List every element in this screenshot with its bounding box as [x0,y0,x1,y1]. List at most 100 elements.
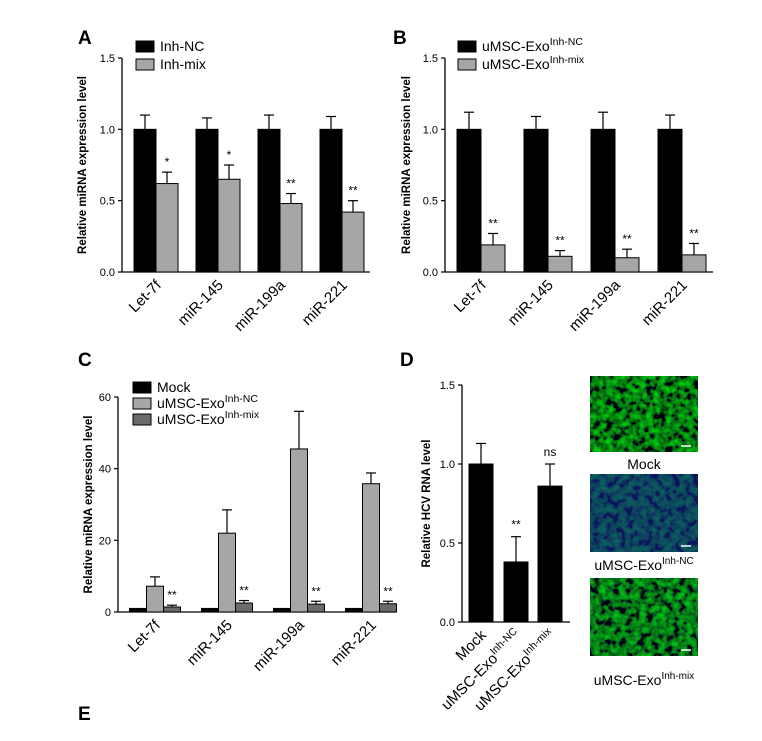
bar [614,257,640,273]
significance-label: ** [689,226,699,240]
significance-label: ** [622,232,632,246]
micrograph-mock-signal [590,376,698,452]
bar [523,128,549,273]
micrograph-mock [590,376,698,452]
category-label: miR-199a [231,276,289,334]
bar [279,203,303,273]
legend-label: Inh-NC [160,38,204,54]
bar [379,603,397,613]
y-tick-label: 1.5 [423,53,438,65]
significance-label: ** [383,584,393,598]
y-axis-label: Relative miRNA expression level [77,76,89,254]
bar [456,128,482,273]
bar [468,463,494,623]
y-axis-label: Relative miRNA expression level [83,416,95,594]
bar [146,585,164,613]
legend-swatch [132,413,152,426]
bar [290,448,308,613]
bar [133,128,157,273]
micrograph-caption-mock: Mock [627,456,661,472]
micrograph-caption-inh-nc: uMSC-ExoInh-NC [594,556,693,573]
y-tick-label: 0.5 [100,196,115,208]
legend-label: uMSC-ExoInh-mix [157,409,260,427]
y-tick-label: 20 [99,535,111,547]
bar [319,128,343,273]
bar [345,607,363,613]
significance-label: * [227,148,232,162]
significance-label: ns [544,445,557,459]
bar [155,183,179,273]
bar [590,128,616,273]
bar [341,211,365,273]
y-tick-label: 0.0 [423,267,438,279]
legend-swatch [135,58,155,71]
significance-label: * [165,155,170,169]
y-tick-label: 1.0 [423,124,438,136]
legend-swatch [132,381,152,394]
significance-label: ** [239,584,249,598]
panel-letter-d: D [400,350,414,371]
y-tick-label: 1.0 [100,124,115,136]
y-tick-label: 40 [99,464,111,476]
y-tick-label: 60 [99,392,111,404]
bar [362,483,380,613]
bar [547,255,573,273]
category-label: miR-145 [175,277,227,329]
micrograph-inh-nc [590,474,698,552]
category-label: miR-221 [328,617,380,669]
micrograph-caption-inh-mix: uMSC-ExoInh-mix [594,671,694,688]
y-axis-label: Relative HCV RNA level [421,439,433,567]
category-label: miR-145 [184,617,236,669]
bar [257,128,281,273]
y-tick-label: 0.0 [440,617,455,629]
legend-swatch [457,58,477,71]
significance-label: ** [311,584,321,598]
bar [657,128,683,273]
category-label: miR-221 [639,277,691,329]
bar [217,178,241,273]
bar [480,244,506,273]
y-axis-label: Relative miRNA expression level [401,76,413,254]
bar [195,128,219,273]
category-label: Let-7f [451,276,491,316]
bar [129,607,147,613]
category-label: miR-199a [250,616,308,674]
micrograph-inh-mix-signal [590,578,698,656]
panel-letter-b: B [393,28,407,49]
chart-b: 0.0 0.5 1.0 1.5 Relative miRNA expression le… [401,36,713,335]
chart-c: 0 20 40 60 Relative miRNA expression level **… [83,379,397,675]
y-tick-label: 1.5 [100,53,115,65]
micrograph-inh-mix [590,578,698,656]
y-tick-label: 1.5 [440,380,455,392]
chart-a: 0.0 0.5 1.0 1.5 Relative miRNA expression le… [77,38,370,335]
bar [273,607,291,613]
panel-letter-c: C [78,350,92,371]
significance-label: ** [348,184,358,198]
category-label: miR-199a [566,276,624,334]
y-tick-label: 1.0 [440,459,455,471]
legend-swatch [135,40,155,53]
bar [681,254,707,273]
bar [537,485,563,623]
y-tick-label: 0 [105,607,111,619]
legend-label: uMSC-ExoInh-NC [482,36,583,54]
category-label: miR-145 [505,277,557,329]
category-label: Let-7f [125,616,165,656]
significance-label: ** [511,518,521,532]
y-tick-label: 0.5 [423,196,438,208]
significance-label: ** [167,588,177,602]
y-tick-label: 0.0 [100,267,115,279]
legend-label: uMSC-ExoInh-NC [157,393,258,411]
bar [218,532,236,613]
significance-label: ** [555,234,565,248]
legend-label: uMSC-ExoInh-mix [482,54,585,72]
bar [503,561,529,623]
significance-label: ** [488,216,498,230]
legend-swatch [457,40,477,53]
y-tick-label: 0.5 [440,538,455,550]
bar [201,607,219,613]
legend-swatch [132,397,152,410]
bar [307,603,325,613]
